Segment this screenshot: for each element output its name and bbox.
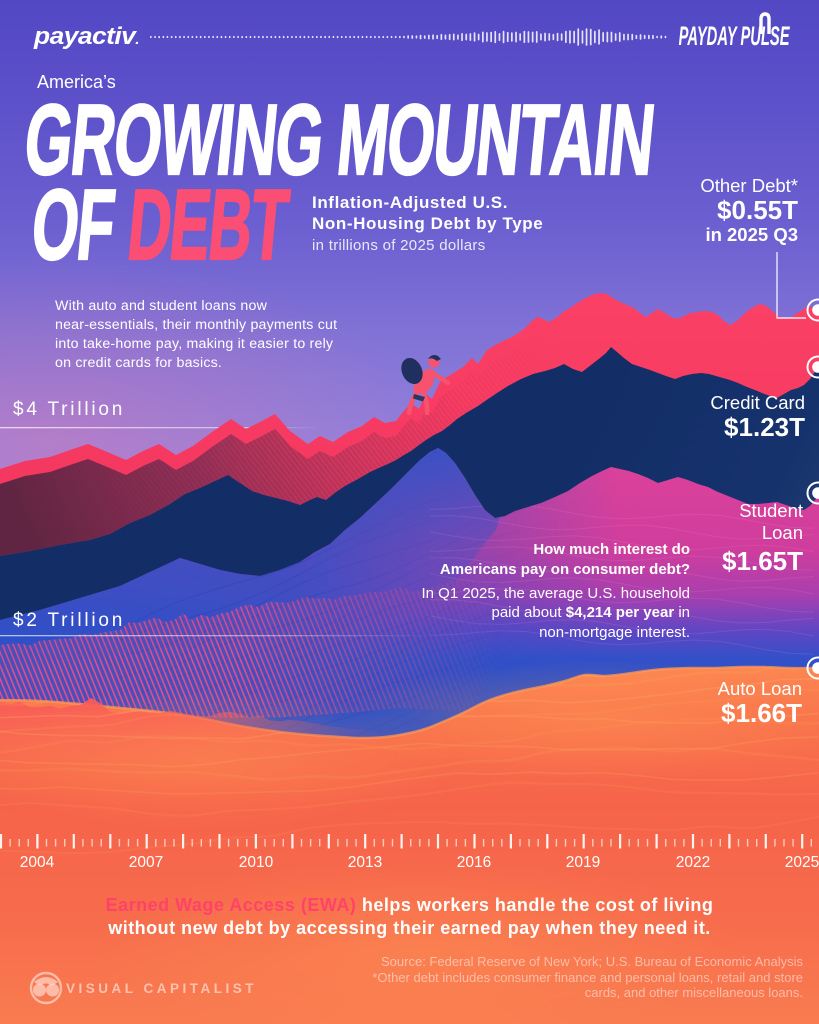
svg-text:2025: 2025 <box>785 854 819 871</box>
svg-text:2019: 2019 <box>566 854 600 871</box>
svg-text:2016: 2016 <box>457 854 491 871</box>
svg-text:2013: 2013 <box>348 854 382 871</box>
svg-text:2004: 2004 <box>20 854 55 871</box>
svg-text:2007: 2007 <box>129 854 163 871</box>
svg-text:2010: 2010 <box>239 854 274 871</box>
svg-text:2022: 2022 <box>676 854 710 871</box>
